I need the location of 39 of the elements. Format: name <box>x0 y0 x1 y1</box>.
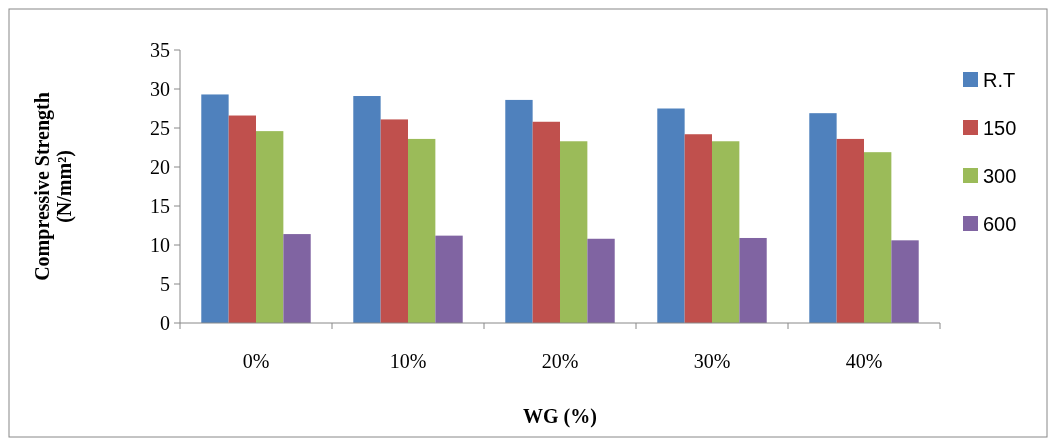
bar <box>809 113 837 323</box>
y-tick-label: 0 <box>160 312 170 334</box>
bar <box>532 121 560 323</box>
y-tick-label: 10 <box>150 234 170 256</box>
bar <box>587 238 615 323</box>
bar <box>408 138 436 323</box>
bar <box>560 141 588 323</box>
y-axis-title: Compressive Strength (N/mm²) <box>31 92 76 281</box>
x-axis-title: WG (%) <box>523 405 597 428</box>
y-tick-label: 5 <box>160 273 170 295</box>
y-tick-label: 30 <box>150 78 170 100</box>
bar <box>283 234 311 323</box>
bar <box>201 94 229 323</box>
bar <box>228 115 256 323</box>
legend-label: 300 <box>983 165 1017 187</box>
bar <box>864 152 892 323</box>
bar <box>256 131 284 323</box>
x-tick-label: 10% <box>389 350 427 372</box>
legend-label: R.T <box>983 69 1016 91</box>
bar <box>891 240 919 323</box>
bar <box>353 96 381 323</box>
bar <box>739 237 767 323</box>
x-tick-label: 40% <box>845 350 883 372</box>
y-tick-label: 25 <box>150 117 170 139</box>
bar <box>380 119 408 323</box>
bar <box>505 99 533 323</box>
bar <box>712 141 740 323</box>
bar <box>435 235 463 323</box>
legend-label: 150 <box>983 117 1017 139</box>
bar <box>684 134 712 323</box>
bar <box>657 108 685 323</box>
x-tick-label: 30% <box>693 350 731 372</box>
y-tick-label: 35 <box>150 39 170 61</box>
x-tick-label: 0% <box>242 350 270 372</box>
y-tick-label: 20 <box>150 156 170 178</box>
bar <box>836 138 864 323</box>
legend-label: 600 <box>983 213 1017 235</box>
x-tick-label: 20% <box>541 350 579 372</box>
y-tick-label: 15 <box>150 195 170 217</box>
